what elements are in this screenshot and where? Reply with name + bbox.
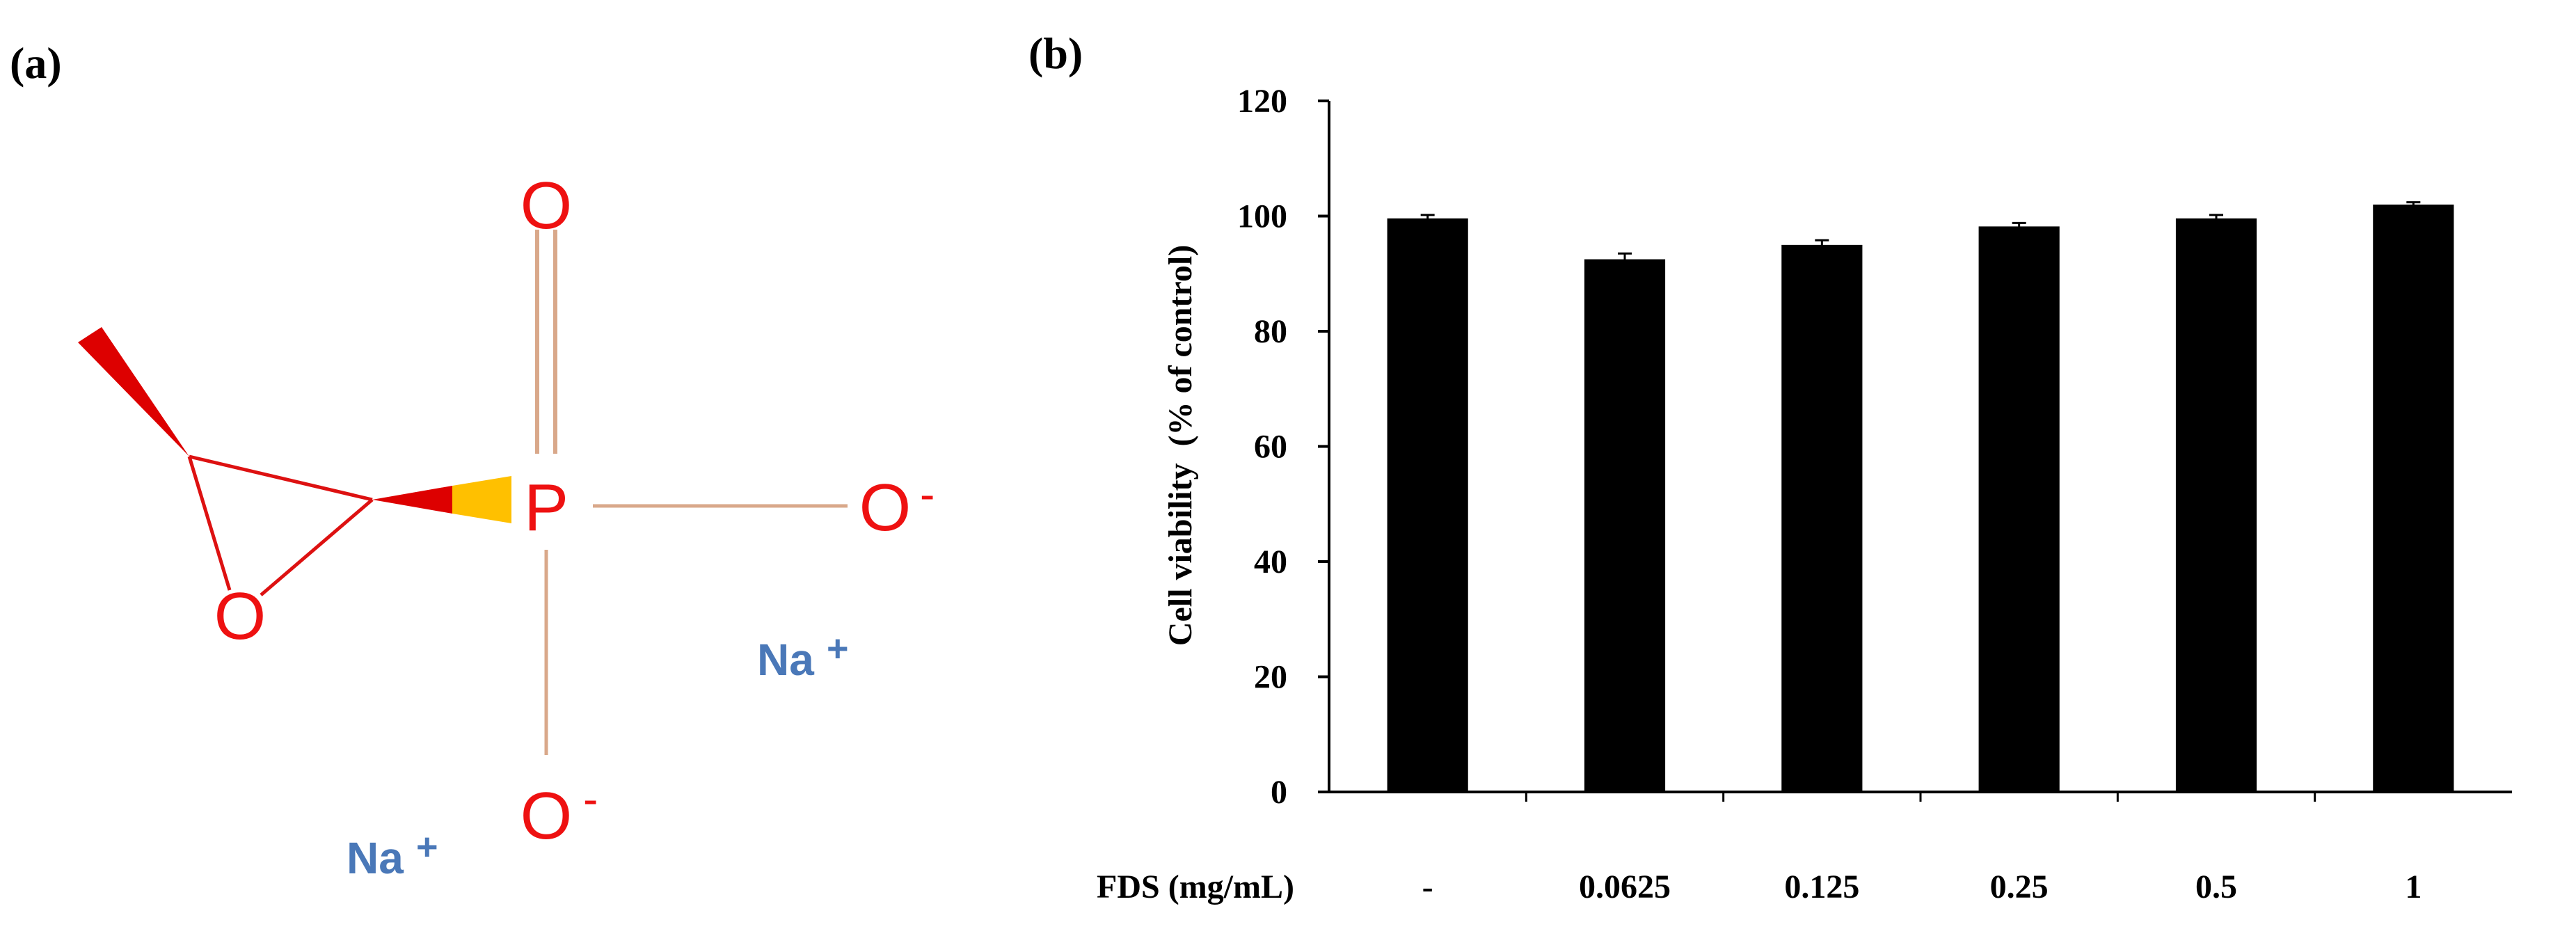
sodium-ion-left: Na [347, 833, 404, 883]
category-label-0: - [1422, 868, 1433, 905]
y-tick-label: 20 [1254, 659, 1287, 696]
charge-o-bottom: - [583, 774, 598, 824]
sodium-charge-left: + [416, 826, 438, 868]
x-axis-title: FDS (mg/mL) [1097, 868, 1294, 905]
bar-2 [1781, 244, 1863, 792]
category-labels: - 0.0625 0.125 0.25 0.5 1 [1422, 868, 2422, 905]
category-label-1: 0.0625 [1579, 868, 1671, 905]
y-tick-label: 80 [1254, 313, 1287, 350]
y-tick-label: 120 [1237, 83, 1287, 120]
category-label-5: 1 [2405, 868, 2422, 905]
x-ticks [1525, 792, 2316, 802]
atom-o-top: O [520, 168, 573, 243]
charge-o-right: - [920, 469, 935, 519]
error-bars [1420, 201, 2421, 265]
error-bar-4 [2209, 214, 2223, 222]
category-label-2: 0.125 [1784, 868, 1859, 905]
error-bar-1 [1618, 252, 1632, 265]
phosphorus-wedge-yellow [452, 476, 511, 523]
error-bar-3 [2012, 221, 2026, 230]
error-bar-0 [1420, 214, 1435, 222]
phosphorus-wedge-red [372, 486, 452, 514]
y-tick-label: 0 [1271, 774, 1287, 811]
bar-3 [1978, 226, 2060, 792]
y-tick-label: 40 [1254, 544, 1287, 580]
error-bar-2 [1815, 239, 1829, 250]
bar-0 [1387, 218, 1468, 792]
panel-a-label: (a) [10, 38, 62, 88]
sodium-ion-right: Na [757, 635, 814, 685]
bar-5 [2373, 204, 2454, 792]
atom-o-right: O [859, 470, 912, 545]
bars [1387, 204, 2454, 792]
bar-4 [2175, 218, 2257, 792]
y-axis-title: Cell viability (% of control) [1162, 245, 1199, 646]
category-label-3: 0.25 [1990, 868, 2049, 905]
bonds [187, 230, 848, 755]
error-bar-5 [2406, 201, 2421, 207]
y-ticks: 0 20 40 60 80 100 120 [1237, 83, 1329, 811]
category-label-4: 0.5 [2195, 868, 2237, 905]
panel-b-chart: (b) Cell viability (% of control) FDS (m… [1028, 29, 2512, 905]
atom-p: P [524, 470, 569, 545]
sodium-charge-right: + [827, 628, 849, 669]
atom-o-ring: O [214, 579, 267, 653]
y-tick-label: 100 [1237, 198, 1287, 235]
panel-b-label: (b) [1028, 29, 1083, 78]
atom-o-bottom: O [520, 779, 573, 853]
panel-a-structure: (a) O P O - O O - Na + Na + [10, 38, 935, 883]
bar-1 [1584, 259, 1666, 792]
epoxide-bond-c-c [189, 454, 373, 502]
epoxide-bond-c-o [187, 456, 232, 591]
y-tick-label: 60 [1254, 429, 1287, 466]
epoxide-bond-c-o-2 [260, 498, 374, 596]
methyl-wedge [78, 327, 189, 457]
